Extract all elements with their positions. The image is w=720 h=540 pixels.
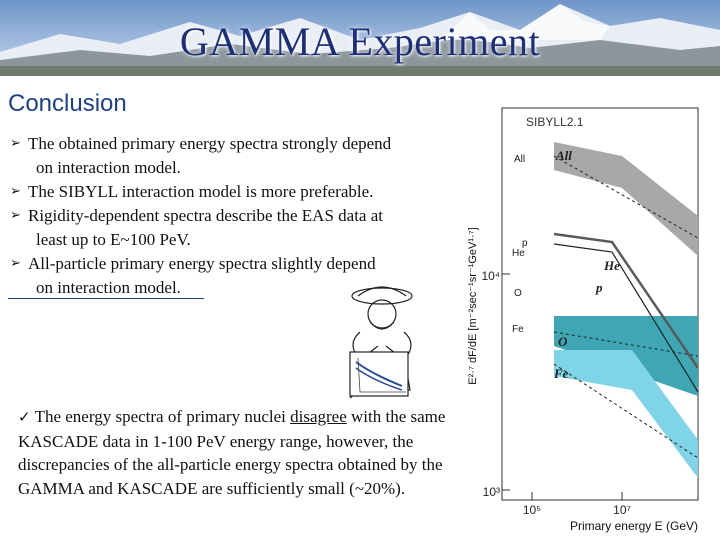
arrow-bullet-icon: ➢ — [10, 136, 21, 151]
curve-label-o: O — [558, 334, 568, 349]
marker-label-p: p — [522, 238, 528, 249]
note-text: with the same KASCADE data in 1-100 PeV … — [18, 407, 446, 498]
oxygen-fit-line — [553, 331, 699, 357]
summary-note: ✓ The energy spectra of primary nuclei di… — [18, 405, 468, 500]
x-axis-label: Primary energy E (GeV) — [570, 519, 698, 533]
note-emphasis: disagree — [290, 407, 347, 426]
model-label: SIBYLL2.1 — [526, 115, 584, 129]
y-tick-label: 10³ — [483, 485, 500, 499]
curve-label-all: All — [555, 148, 572, 163]
curve-label-fe: Fe — [553, 366, 569, 381]
helium-curve — [553, 232, 700, 369]
bullet-text: on interaction model. — [36, 158, 181, 177]
thinking-scientist-cartoon — [349, 286, 413, 399]
bullet-text: The SIBYLL interaction model is more pre… — [28, 182, 374, 201]
marker-label-he: He — [512, 248, 525, 259]
marker-label-o: O — [514, 288, 522, 299]
curve-label-p: p — [595, 280, 603, 295]
all-particle-band — [554, 142, 698, 256]
bullet-text: All-particle primary energy spectra slig… — [28, 254, 376, 273]
mountain-landscape-image — [0, 0, 720, 76]
iron-band — [554, 350, 698, 478]
arrow-bullet-icon: ➢ — [10, 184, 21, 199]
bullet-item: ➢ Rigidity-dependent spectra describe th… — [10, 204, 470, 252]
bullet-text: Rigidity-dependent spectra describe the … — [28, 206, 383, 225]
energy-spectrum-plot: E²·⁷ dF/dE [m⁻²sec⁻¹sr⁻¹GeV¹·⁷] SIBYLL2.… — [467, 107, 700, 533]
bullet-item: ➢ The SIBYLL interaction model is more p… — [10, 180, 470, 204]
bullet-text: on interaction model. — [36, 278, 181, 297]
x-tick-label: 10⁵ — [523, 503, 541, 517]
y-tick-label: 10⁴ — [481, 269, 500, 283]
curve-label-he: He — [603, 258, 620, 273]
bullet-item: ➢ The obtained primary energy spectra st… — [10, 132, 470, 180]
y-axis-label: E²·⁷ dF/dE [m⁻²sec⁻¹sr⁻¹GeV¹·⁷] — [467, 227, 479, 384]
proton-curve — [553, 243, 699, 393]
section-title: Conclusion — [8, 90, 127, 117]
header-banner: GAMMA Experiment — [0, 0, 720, 76]
bullet-text: least up to E~100 PeV. — [36, 230, 191, 249]
marker-label-fe: Fe — [512, 324, 524, 335]
bullet-text: The obtained primary energy spectra stro… — [28, 134, 392, 153]
arrow-bullet-icon: ➢ — [10, 208, 21, 223]
marker-label-all: All — [514, 154, 525, 165]
conclusion-bullets: ➢ The obtained primary energy spectra st… — [10, 132, 470, 300]
iron-fit-line — [553, 363, 699, 459]
checkmark-icon: ✓ — [18, 408, 31, 426]
divider-line — [8, 298, 204, 299]
note-text: The energy spectra of primary nuclei — [34, 407, 291, 426]
bullet-item: ➢ All-particle primary energy spectra sl… — [10, 252, 470, 300]
all-particle-fit-line — [553, 155, 699, 239]
arrow-bullet-icon: ➢ — [10, 256, 21, 271]
x-tick-label: 10⁷ — [613, 503, 631, 517]
banner-title: GAMMA Experiment — [179, 19, 541, 64]
